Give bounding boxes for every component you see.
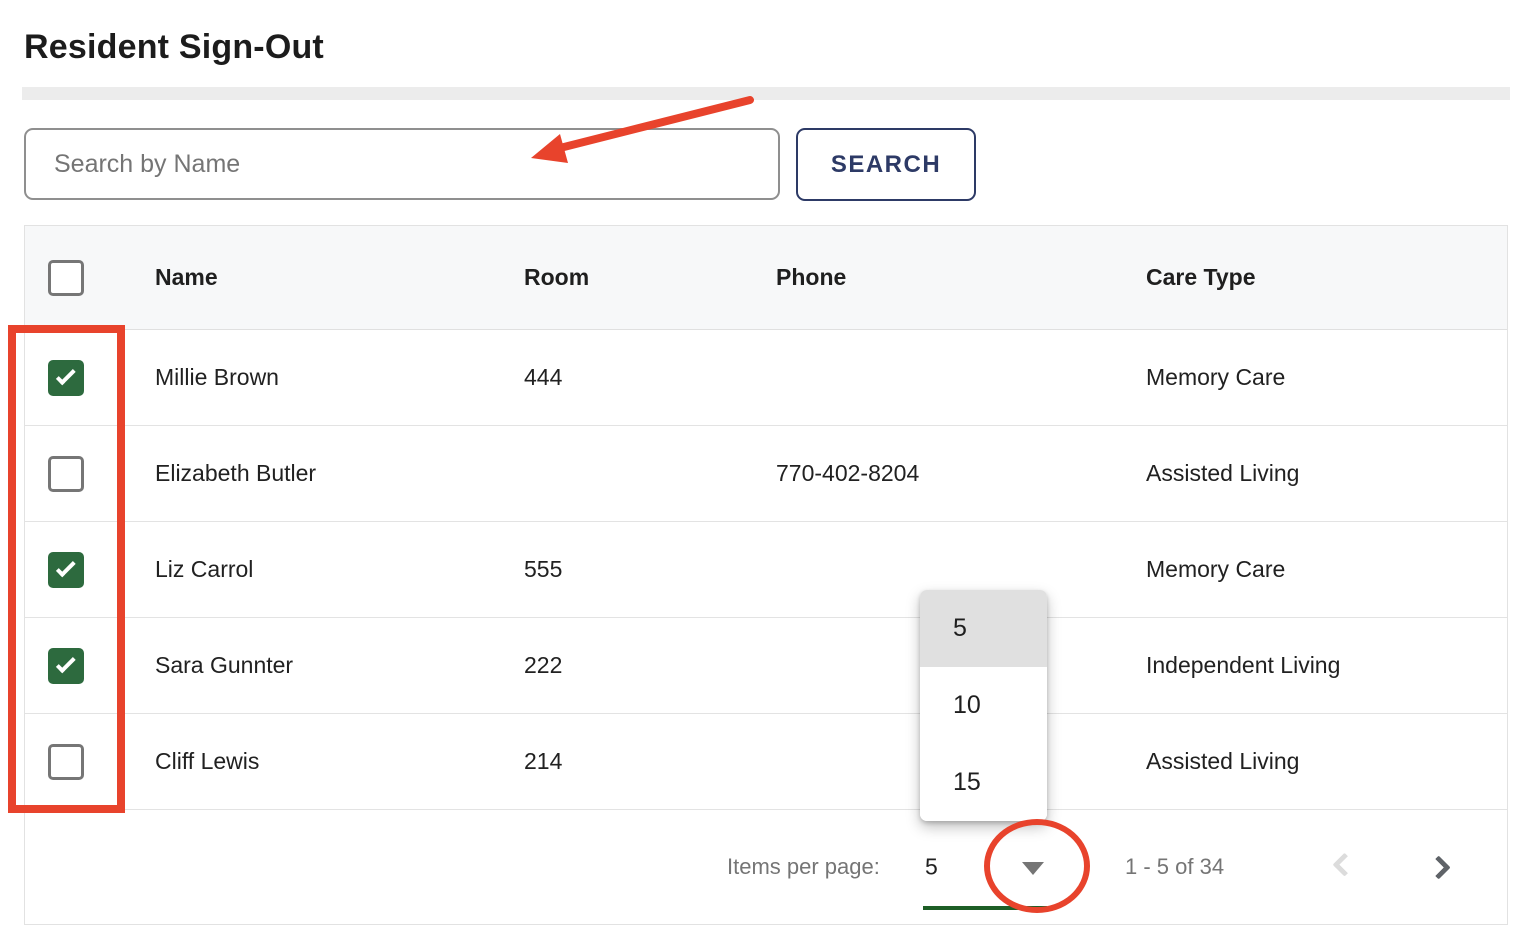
- menu-option-5[interactable]: 5: [920, 590, 1047, 667]
- items-per-page-menu: 5 10 15: [920, 590, 1047, 821]
- cell-name: Millie Brown: [155, 364, 279, 390]
- table-footer: Items per page: 5 1 - 5 of 34: [25, 810, 1507, 924]
- cell-name: Cliff Lewis: [155, 748, 260, 774]
- table-row: Elizabeth Butler 770-402-8204 Assisted L…: [25, 426, 1507, 522]
- check-icon: [55, 365, 76, 386]
- cell-name: Liz Carrol: [155, 556, 254, 582]
- select-all-checkbox[interactable]: [48, 259, 84, 296]
- checkbox-cell: [25, 359, 155, 396]
- menu-option-15[interactable]: 15: [920, 744, 1047, 821]
- dropdown-caret-icon[interactable]: [1022, 862, 1044, 876]
- cell-room: 214: [524, 748, 563, 774]
- table-row: Cliff Lewis 214 Assisted Living: [25, 714, 1507, 810]
- table-row: Sara Gunnter 222 Independent Living: [25, 618, 1507, 714]
- select-all-cell: [25, 259, 155, 296]
- cell-care-type: Memory Care: [1146, 364, 1286, 390]
- cell-name: Elizabeth Butler: [155, 460, 317, 486]
- checkbox-cell: [25, 551, 155, 588]
- cell-care-type: Assisted Living: [1146, 460, 1300, 486]
- table-row: Millie Brown 444 Memory Care: [25, 330, 1507, 426]
- items-per-page-value: 5: [925, 853, 938, 880]
- cell-room: 555: [524, 556, 563, 582]
- items-per-page-select[interactable]: 5: [920, 836, 1047, 898]
- cell-care-type: Independent Living: [1146, 652, 1341, 678]
- page-title: Resident Sign-Out: [24, 28, 324, 66]
- search-button[interactable]: SEARCH: [796, 128, 976, 201]
- search-input[interactable]: [24, 128, 780, 200]
- items-per-page-label: Items per page:: [727, 854, 880, 879]
- cell-care-type: Assisted Living: [1146, 748, 1300, 774]
- row-checkbox[interactable]: [48, 743, 84, 780]
- row-checkbox[interactable]: [48, 455, 84, 492]
- cell-room: 222: [524, 652, 563, 678]
- prev-page-button[interactable]: [1320, 843, 1368, 891]
- cell-name: Sara Gunnter: [155, 652, 294, 678]
- table-row: Liz Carrol 555 Memory Care: [25, 522, 1507, 618]
- check-icon: [55, 653, 76, 674]
- row-checkbox[interactable]: [48, 359, 84, 396]
- chevron-right-icon: [1426, 854, 1451, 880]
- cell-room: 444: [524, 364, 563, 390]
- cell-care-type: Memory Care: [1146, 556, 1286, 582]
- check-icon: [55, 557, 76, 578]
- cell-phone: 770-402-8204: [776, 460, 920, 486]
- page-range-label: 1 - 5 of 34: [1125, 854, 1225, 879]
- resident-table: Name Room Phone Care Type Millie Brown 4…: [24, 225, 1508, 925]
- chevron-left-icon: [1331, 852, 1357, 877]
- next-page-button[interactable]: [1417, 843, 1465, 891]
- header-room: Room: [524, 264, 590, 290]
- checkbox-cell: [25, 455, 155, 492]
- table-header-row: Name Room Phone Care Type: [25, 226, 1507, 330]
- header-name: Name: [155, 264, 218, 290]
- header-care-type: Care Type: [1146, 264, 1256, 290]
- select-underline: [923, 906, 1047, 910]
- header-phone: Phone: [776, 264, 847, 290]
- row-checkbox[interactable]: [48, 647, 84, 684]
- checkbox-cell: [25, 743, 155, 780]
- title-divider: [22, 87, 1510, 100]
- row-checkbox[interactable]: [48, 551, 84, 588]
- checkbox-cell: [25, 647, 155, 684]
- menu-option-10[interactable]: 10: [920, 667, 1047, 744]
